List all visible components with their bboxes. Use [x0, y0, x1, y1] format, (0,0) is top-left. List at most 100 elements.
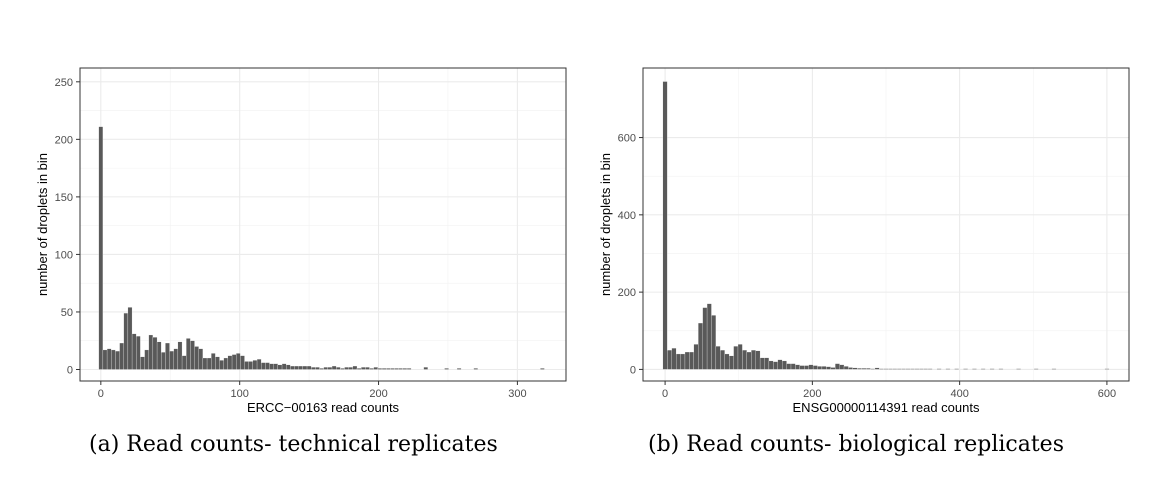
chart-b-bar — [980, 368, 986, 370]
chart-b-bar — [768, 360, 774, 370]
chart-b-bar — [804, 365, 809, 370]
chart-a-bar — [123, 312, 129, 370]
chart-b-bar — [746, 351, 752, 370]
chart-b-bar — [1016, 368, 1021, 370]
chart-b-y-tick-label: 600 — [618, 133, 636, 145]
chart-b-bar — [773, 361, 778, 370]
chart-a-bar — [177, 341, 183, 370]
chart-b-bar — [808, 364, 814, 370]
chart-a-bar — [386, 368, 391, 370]
chart-a-y-tick-label: 100 — [55, 249, 73, 261]
chart-a-y-tick-label: 250 — [55, 77, 73, 89]
chart-b-bar — [1033, 368, 1039, 370]
chart-b-bar — [888, 368, 893, 370]
chart-a-bar — [402, 368, 408, 370]
chart-b-bar — [711, 315, 717, 370]
chart-b-bar — [786, 363, 792, 370]
chart-a-bar — [240, 355, 245, 370]
chart-b-bar — [883, 368, 889, 370]
chart-b-bar — [910, 368, 915, 370]
chart-a-bar — [161, 352, 166, 370]
chart-b-bar — [857, 368, 862, 370]
chart-a-bar — [244, 361, 249, 370]
chart-a-bar — [256, 359, 262, 370]
chart-a-bar — [140, 356, 145, 370]
chart-a-bar — [186, 338, 191, 370]
chart-a-bar — [227, 355, 233, 370]
chart-a-bar — [352, 365, 358, 370]
chart-b-bar — [972, 368, 977, 370]
chart-a-bar — [298, 365, 303, 370]
chart-a-panel-bg — [80, 68, 566, 381]
chart-a-bar — [219, 360, 224, 370]
chart-b-bar — [848, 367, 853, 370]
chart-a-bar — [261, 362, 266, 370]
chart-b-bar — [923, 368, 929, 370]
chart-b-bar — [870, 368, 876, 370]
chart-b: 0 200 400 600 0 200 400 600 ENSG00000114391 read… — [598, 67, 1130, 415]
chart-a-bar — [156, 341, 162, 370]
chart-b-bar — [817, 366, 823, 370]
chart-b-bar — [879, 368, 884, 370]
chart-a-bar — [315, 367, 320, 370]
chart-b-bar — [680, 353, 686, 370]
chart-a-bar — [365, 367, 370, 370]
chart-b-bar — [927, 368, 933, 370]
chart-a-bar — [265, 362, 270, 370]
chart-b-bar — [936, 368, 942, 370]
chart-a-bar — [231, 354, 237, 370]
chart-a-bar — [311, 367, 316, 370]
chart-a-bar — [336, 367, 341, 370]
chart-b-bar — [706, 303, 712, 370]
chart-b-bar — [892, 368, 898, 370]
chart-a-y-tick-label: 0 — [67, 364, 73, 376]
chart-b-x-tick-label: 400 — [950, 388, 968, 400]
chart-a-bar — [106, 348, 112, 370]
chart-b-bar — [945, 368, 951, 370]
chart-b-bar — [720, 349, 725, 370]
chart-a-bar — [215, 356, 220, 370]
chart-b-y-tick-label: 400 — [618, 210, 636, 222]
chart-a-bar — [169, 350, 174, 370]
chart-b-bar — [874, 367, 880, 370]
chart-b-bar — [729, 355, 734, 370]
chart-b-bar — [662, 81, 668, 370]
chart-a-bar — [248, 361, 254, 370]
chart-a-y-tick-label: 50 — [61, 307, 73, 319]
chart-b-bar — [799, 365, 805, 370]
chart-a-y-tick-label: 150 — [55, 192, 73, 204]
chart-a-bar — [323, 367, 328, 370]
chart-a-bar — [406, 368, 412, 370]
chart-a-bar — [394, 368, 399, 370]
chart-b-bar — [751, 349, 756, 370]
chart-b-bar — [998, 368, 1004, 370]
chart-b-bar — [684, 351, 690, 370]
chart-b-bar — [835, 363, 840, 370]
chart-a-bar — [398, 368, 403, 370]
chart-b-bar — [795, 364, 800, 370]
chart-a-bar — [98, 126, 104, 370]
caption-b: (b) Read counts- biological replicates — [648, 432, 1064, 457]
chart-b-bar — [737, 344, 743, 370]
chart-a-bar — [281, 363, 287, 370]
chart-a-bar — [181, 355, 187, 370]
chart-a-x-tick-label: 100 — [231, 388, 249, 400]
chart-a-bar — [348, 367, 353, 370]
chart-b-bar — [667, 349, 672, 370]
chart-a-bar — [473, 368, 478, 370]
chart-a-bar — [211, 353, 216, 370]
chart-b-bar — [790, 363, 796, 370]
chart-a-bar — [119, 342, 124, 370]
chart-b-bar — [914, 368, 920, 370]
chart-b-bar — [782, 360, 787, 370]
chart-b-bar — [1104, 368, 1110, 370]
chart-a-x-tick-label: 300 — [508, 388, 526, 400]
chart-b-bar — [676, 353, 681, 370]
chart-b-bar — [693, 344, 699, 370]
chart-a-bar — [444, 368, 449, 370]
chart-a-bar — [340, 368, 345, 370]
chart-a-bar — [190, 340, 195, 370]
chart-b-bar — [759, 357, 765, 370]
chart-a-bar — [252, 360, 258, 370]
